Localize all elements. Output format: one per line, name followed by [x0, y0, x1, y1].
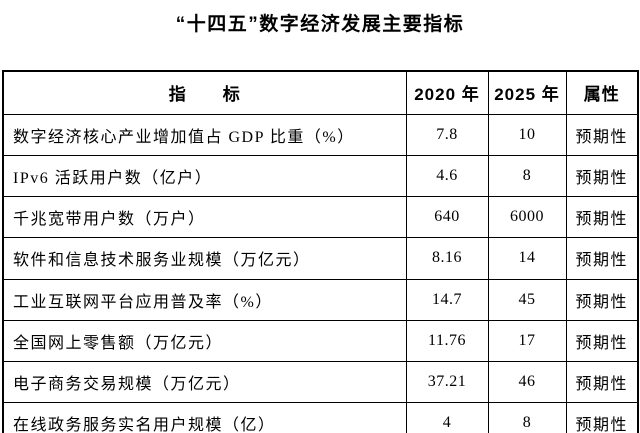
value-2025-cell: 10: [487, 113, 567, 156]
value-2025-cell: 45: [487, 278, 567, 321]
value-2020-cell: 8.16: [405, 237, 489, 280]
column-header-2025: 2025 年: [487, 70, 567, 115]
value-2020-cell: 4.6: [405, 154, 489, 198]
table-row: 数字经济核心产业增加值占 GDP 比重（%） 7.8 10 预期性: [2, 113, 639, 156]
column-header-2020: 2020 年: [405, 70, 489, 115]
value-2020-cell: 7.8: [405, 113, 489, 156]
table-row: 工业互联网平台应用普及率（%） 14.7 45 预期性: [2, 278, 639, 321]
value-2025-cell: 46: [487, 360, 567, 404]
indicator-cell: 工业互联网平台应用普及率（%）: [2, 278, 407, 321]
attribute-cell: 预期性: [565, 195, 639, 239]
column-header-attribute: 属性: [565, 70, 639, 115]
table-row: 千兆宽带用户数（万户） 640 6000 预期性: [2, 195, 639, 239]
indicator-cell: IPv6 活跃用户数（亿户）: [2, 154, 407, 198]
indicator-cell: 全国网上零售额（万亿元）: [2, 319, 407, 363]
indicator-cell: 在线政务服务实名用户规模（亿）: [2, 402, 407, 433]
value-2025-cell: 14: [487, 237, 567, 280]
table-row: IPv6 活跃用户数（亿户） 4.6 8 预期性: [2, 154, 639, 198]
attribute-cell: 预期性: [565, 113, 639, 156]
value-2025-cell: 6000: [487, 195, 567, 239]
attribute-cell: 预期性: [565, 237, 639, 280]
table-row: 在线政务服务实名用户规模（亿） 4 8 预期性: [2, 402, 639, 433]
value-2025-cell: 8: [487, 402, 567, 433]
column-header-indicator: 指 标: [2, 70, 407, 115]
table-row: 全国网上零售额（万亿元） 11.76 17 预期性: [2, 319, 639, 363]
value-2020-cell: 14.7: [405, 278, 489, 321]
indicator-cell: 电子商务交易规模（万亿元）: [2, 360, 407, 404]
table-header-row: 指 标 2020 年 2025 年 属性: [2, 70, 639, 115]
value-2020-cell: 640: [405, 195, 489, 239]
document-page: “十四五”数字经济发展主要指标 指 标 2020 年 2025 年 属性 数字经…: [0, 13, 640, 433]
value-2020-cell: 4: [405, 402, 489, 433]
attribute-cell: 预期性: [565, 360, 639, 404]
indicator-cell: 软件和信息技术服务业规模（万亿元）: [2, 237, 407, 280]
attribute-cell: 预期性: [565, 402, 639, 433]
indicator-cell: 数字经济核心产业增加值占 GDP 比重（%）: [2, 113, 407, 156]
attribute-cell: 预期性: [565, 154, 639, 198]
value-2020-cell: 11.76: [405, 319, 489, 363]
value-2020-cell: 37.21: [405, 360, 489, 404]
table-row: 软件和信息技术服务业规模（万亿元） 8.16 14 预期性: [2, 237, 639, 280]
attribute-cell: 预期性: [565, 319, 639, 363]
value-2025-cell: 8: [487, 154, 567, 198]
indicators-table: 指 标 2020 年 2025 年 属性 数字经济核心产业增加值占 GDP 比重…: [2, 70, 639, 433]
indicator-cell: 千兆宽带用户数（万户）: [2, 195, 407, 239]
value-2025-cell: 17: [487, 319, 567, 363]
page-title: “十四五”数字经济发展主要指标: [175, 14, 465, 35]
table-row: 电子商务交易规模（万亿元） 37.21 46 预期性: [2, 360, 639, 404]
attribute-cell: 预期性: [565, 278, 639, 321]
